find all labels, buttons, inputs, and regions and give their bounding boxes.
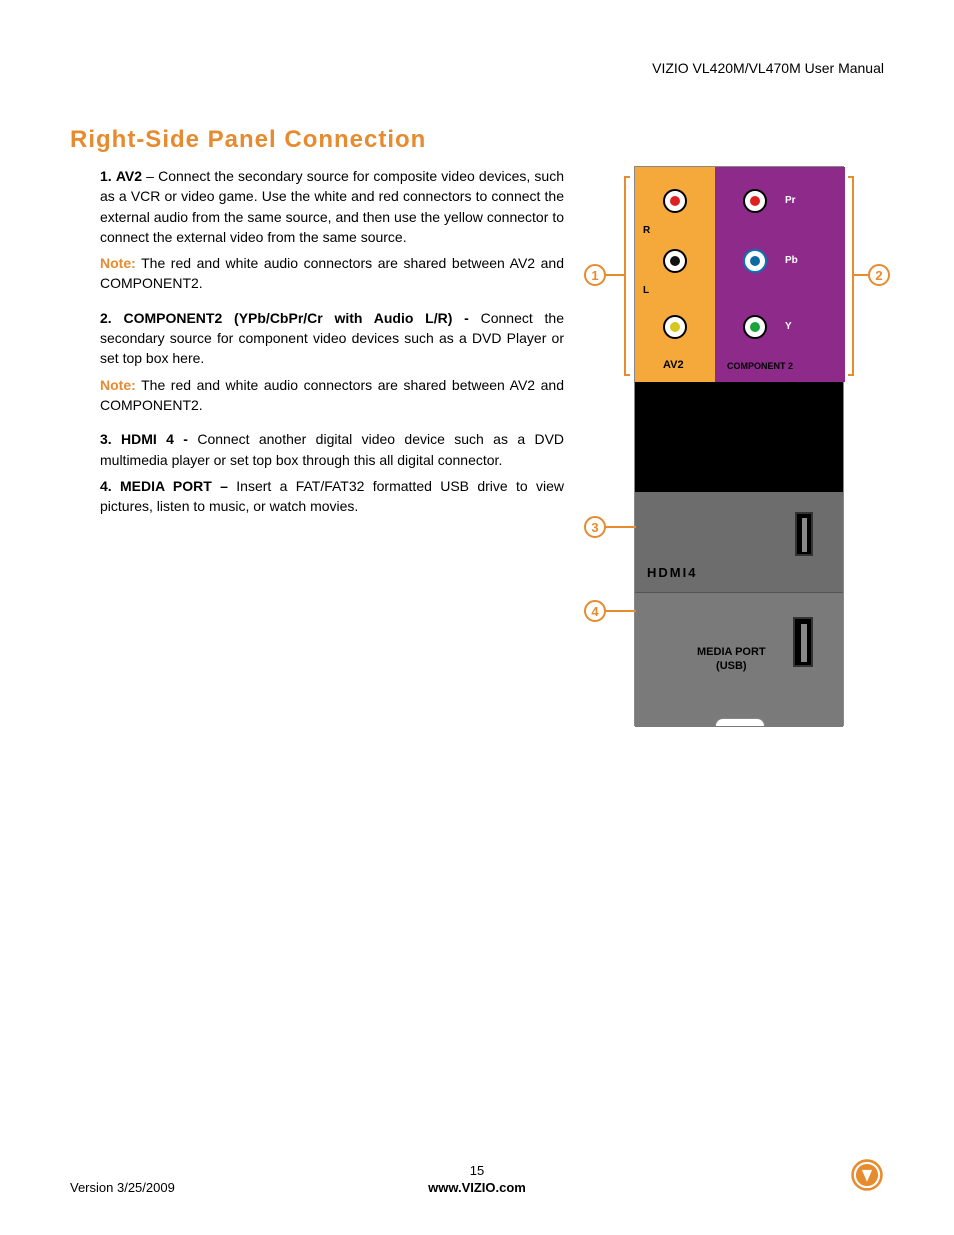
callout-line-1 [606, 274, 626, 276]
callout-2: 2 [868, 264, 890, 286]
callout-line-4 [606, 610, 636, 612]
note-label: Note: [100, 255, 136, 271]
footer-url: www.VIZIO.com [428, 1180, 526, 1195]
panel-body: R L Pr Pb Y AV2 COMPONENT 2 HDMI4 [634, 166, 844, 726]
vizio-logo-icon [850, 1158, 884, 1195]
note-2: Note: The red and white audio connectors… [100, 375, 564, 416]
comp-green-jack-icon [743, 315, 767, 339]
callout-line-3 [606, 526, 636, 528]
note-1: Note: The red and white audio connectors… [100, 253, 564, 294]
y-label: Y [785, 321, 792, 332]
usb-label: MEDIA PORT (USB) [697, 645, 766, 674]
item-lead: HDMI 4 - [121, 431, 188, 447]
item-body: Connect the secondary source for composi… [100, 168, 564, 245]
item-lead: MEDIA PORT – [120, 478, 228, 494]
page-footer: Version 3/25/2009 15 www.VIZIO.com [70, 1158, 884, 1195]
av2-text: AV2 [663, 359, 684, 371]
item-number: 2. [100, 310, 112, 326]
r-label: R [643, 225, 650, 236]
pb-label: Pb [785, 255, 798, 266]
page-number: 15 [428, 1163, 526, 1178]
footer-center: 15 www.VIZIO.com [428, 1163, 526, 1195]
text-column: 1. AV2 – Connect the secondary source fo… [70, 166, 564, 726]
usb-slot-icon [793, 617, 813, 667]
bracket-1 [624, 176, 630, 376]
item-lead: AV2 [116, 168, 142, 184]
item-sep [188, 431, 197, 447]
comp-blue-jack-icon [743, 249, 767, 273]
hdmi-label: HDMI4 [647, 565, 697, 580]
panel-diagram: R L Pr Pb Y AV2 COMPONENT 2 HDMI4 [584, 166, 884, 726]
item-lead: COMPONENT2 (YPb/CbPr/Cr with Audio L/R) … [123, 310, 468, 326]
item-number: 1. [100, 168, 112, 184]
note-text: The red and white audio connectors are s… [100, 255, 564, 291]
item-sep: – [142, 168, 158, 184]
footer-version: Version 3/25/2009 [70, 1180, 175, 1195]
component2-section [715, 167, 845, 382]
comp-red-jack-icon [743, 189, 767, 213]
list-item-4: 4. MEDIA PORT – Insert a FAT/FAT32 forma… [100, 476, 564, 517]
pr-label: Pr [785, 195, 796, 206]
section-title: Right-Side Panel Connection [70, 126, 884, 154]
black-section [635, 382, 843, 492]
hdmi-slot-icon [795, 512, 813, 556]
item-number: 4. [100, 478, 112, 494]
list-item-3: 3. HDMI 4 - Connect another digital vide… [100, 429, 564, 470]
manual-header: VIZIO VL420M/VL470M User Manual [70, 60, 884, 76]
note-text: The red and white audio connectors are s… [100, 377, 564, 413]
callout-1: 1 [584, 264, 606, 286]
av2-red-jack-icon [663, 189, 687, 213]
usb-line2: (USB) [716, 660, 747, 672]
l-label: L [643, 285, 649, 296]
bottom-notch [715, 718, 765, 726]
bracket-2 [848, 176, 854, 376]
av2-white-jack-icon [663, 249, 687, 273]
av2-yellow-jack-icon [663, 315, 687, 339]
comp2-text: COMPONENT 2 [727, 361, 793, 371]
diagram-column: R L Pr Pb Y AV2 COMPONENT 2 HDMI4 [584, 166, 884, 726]
callout-3: 3 [584, 516, 606, 538]
list-item-2: 2. COMPONENT2 (YPb/CbPr/Cr with Audio L/… [100, 308, 564, 369]
usb-line1: MEDIA PORT [697, 646, 766, 658]
item-sep [469, 310, 481, 326]
list-item-1: 1. AV2 – Connect the secondary source fo… [100, 166, 564, 247]
item-number: 3. [100, 431, 112, 447]
note-label: Note: [100, 377, 136, 393]
callout-4: 4 [584, 600, 606, 622]
